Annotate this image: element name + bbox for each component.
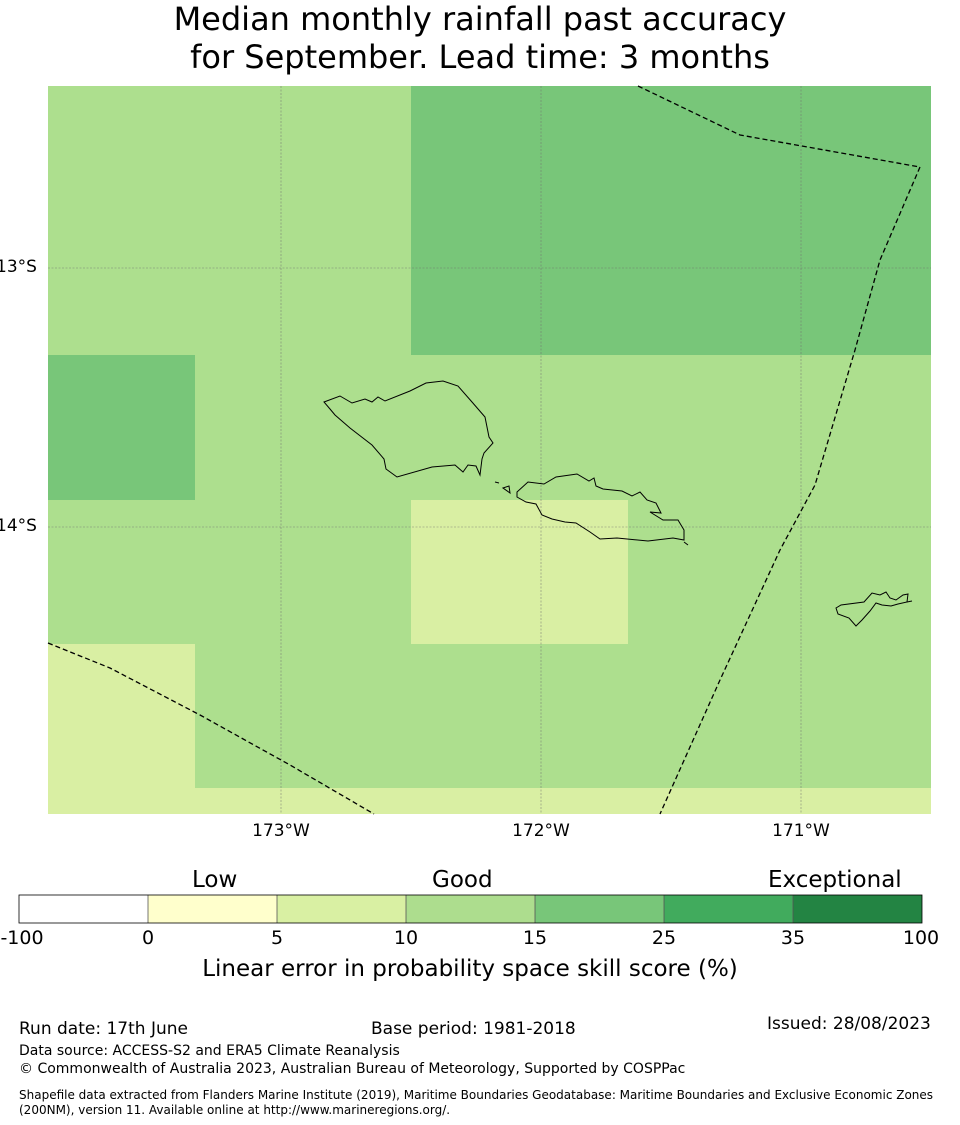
upolu-tip [683,541,689,546]
savaii-island [323,380,494,478]
cell-w-high [48,355,195,500]
cell-ne-high [411,86,931,355]
title-line-2: for September. Lead time: 3 months [190,38,770,76]
colorbar-outline [18,894,923,924]
colorbar-tick: 100 [902,927,940,949]
lat-label-14s: 14°S [0,516,37,536]
upolu-island [516,473,685,542]
colorbar-category-low: Low [192,867,238,893]
colorbar-segment-5 [535,895,664,923]
colorbar-segment-4 [406,895,535,923]
colorbar [18,894,923,924]
colorbar-label: Linear error in probability space skill … [202,956,738,982]
map-panel [47,85,931,815]
issued-date: Issued: 28/08/2023 [767,1014,931,1034]
eez-boundary-southwest [47,642,375,815]
data-source: Data source: ACCESS-S2 and ERA5 Climate … [19,1043,400,1059]
lon-label-173w: 173°W [252,821,310,841]
colorbar-segment-2 [148,895,277,923]
colorbar-tick: 10 [393,927,419,949]
colorbar-segment-7 [793,895,922,923]
shapefile-credit: Shapefile data extracted from Flanders M… [19,1088,934,1117]
colorbar-tick: 0 [141,927,155,949]
copyright: © Commonwealth of Australia 2023, Austra… [19,1061,686,1077]
cell-center-low [411,500,628,644]
colorbar-tick: 5 [270,927,284,949]
colorbar-tick: 15 [522,927,548,949]
apolima-islet [494,481,500,484]
lat-label-13s: 13°S [0,257,37,277]
base-period: Base period: 1981-2018 [371,1019,576,1039]
map-title: Median monthly rainfall past accuracy fo… [0,0,960,76]
title-line-1: Median monthly rainfall past accuracy [173,0,787,38]
colorbar-segment-6 [664,895,793,923]
manono-islet [501,485,511,495]
colorbar-segment-1 [19,895,148,923]
eez-boundary-north [637,85,921,815]
eez-boundaries [47,85,921,815]
coastlines [323,380,913,627]
graticule [48,86,931,814]
lon-label-171w: 171°W [772,821,830,841]
aunuu-islet [906,600,913,603]
colorbar-tick: 35 [780,927,806,949]
colorbar-segment-3 [277,895,406,923]
colorbar-tick: 25 [651,927,677,949]
lon-label-172w: 172°W [512,821,570,841]
run-date: Run date: 17th June [19,1019,188,1039]
cell-sw-low [48,644,195,814]
skill-grid [48,86,931,814]
colorbar-tick: -100 [0,927,44,949]
colorbar-category-good: Good [432,867,493,893]
cell-south-low [195,788,931,814]
colorbar-category-exceptional: Exceptional [768,867,902,893]
